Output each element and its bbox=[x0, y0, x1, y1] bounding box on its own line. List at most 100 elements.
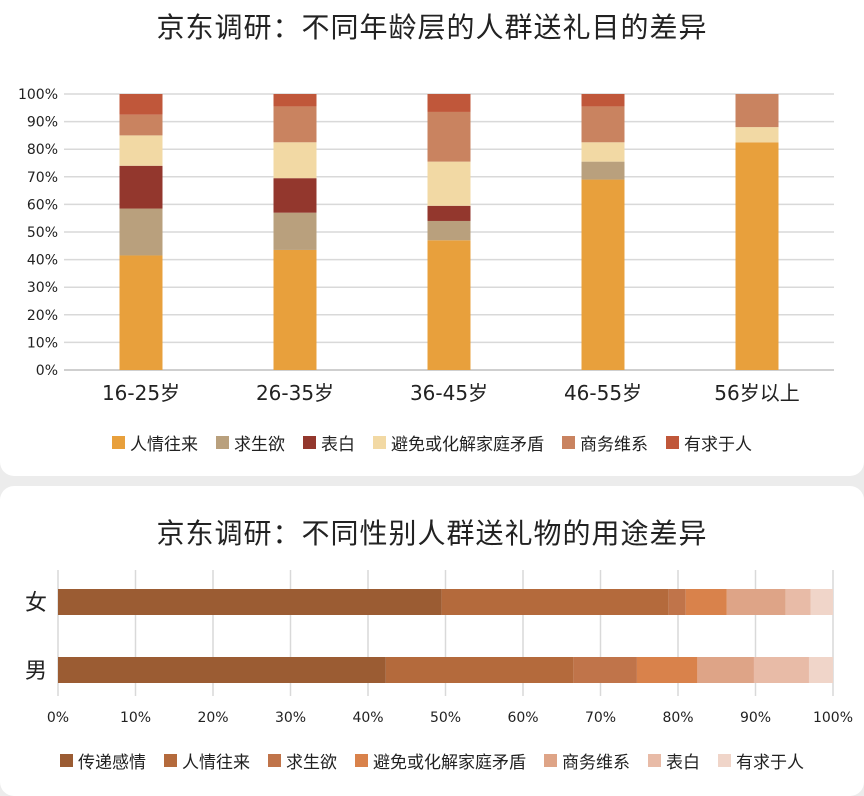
gender-legend-swatch bbox=[718, 754, 731, 767]
age-bar-segment bbox=[119, 135, 163, 166]
gender-xtick-label: 100% bbox=[813, 710, 853, 726]
age-xtick-label: 16-25岁 bbox=[102, 381, 180, 405]
age-xtick-label: 56岁以上 bbox=[714, 381, 799, 405]
gender-bar-segment bbox=[636, 657, 698, 683]
age-legend-item: 避免或化解家庭矛盾 bbox=[373, 430, 544, 455]
gender-legend-swatch bbox=[355, 754, 368, 767]
age-legend-label: 人情往来 bbox=[130, 435, 198, 455]
age-ytick-label: 10% bbox=[27, 335, 58, 351]
gender-legend-swatch bbox=[164, 754, 177, 767]
gender-bar-segment bbox=[441, 589, 669, 615]
gender-legend-item: 传递感情 bbox=[60, 748, 146, 773]
gender-legend-item: 有求于人 bbox=[718, 748, 804, 773]
gender-bar-segment bbox=[685, 589, 727, 615]
gender-legend-label: 商务维系 bbox=[562, 753, 630, 773]
gender-legend-item: 表白 bbox=[648, 748, 700, 773]
age-ytick-label: 100% bbox=[18, 87, 58, 103]
gender-legend-label: 避免或化解家庭矛盾 bbox=[373, 753, 526, 773]
gender-chart-plot: 0% 10% 20% 30% 40% 50% 60% 70% 80% 90% 100% 女男 bbox=[25, 570, 853, 726]
age-legend-label: 商务维系 bbox=[580, 435, 648, 455]
gender-ytick-label: 女 bbox=[25, 591, 47, 616]
gender-legend-label: 求生欲 bbox=[286, 753, 337, 773]
age-legend-item: 求生欲 bbox=[216, 430, 285, 455]
gender-bar-segment bbox=[810, 589, 833, 615]
age-bar-segment bbox=[273, 142, 317, 179]
gender-bar-segment bbox=[753, 657, 809, 683]
gender-bar-segment bbox=[58, 589, 442, 615]
age-legend-item: 商务维系 bbox=[562, 430, 648, 455]
age-legend-swatch bbox=[666, 436, 679, 449]
age-legend-swatch bbox=[303, 436, 316, 449]
age-legend-item: 表白 bbox=[303, 430, 355, 455]
gender-xtick-label: 90% bbox=[740, 710, 771, 726]
gender-ytick-label: 男 bbox=[25, 659, 47, 684]
gender-bar-segment bbox=[726, 589, 786, 615]
age-bar-segment bbox=[427, 240, 471, 370]
age-bar-segment bbox=[735, 142, 779, 370]
age-bar-segment bbox=[427, 161, 471, 206]
gender-bar-segment bbox=[668, 589, 686, 615]
gender-legend-swatch bbox=[268, 754, 281, 767]
gender-legend-label: 有求于人 bbox=[736, 753, 804, 773]
age-ytick-label: 90% bbox=[27, 115, 58, 131]
gender-legend-label: 表白 bbox=[666, 753, 700, 773]
gender-legend-swatch bbox=[60, 754, 73, 767]
age-ytick-label: 40% bbox=[27, 253, 58, 269]
age-legend-label: 表白 bbox=[321, 435, 355, 455]
age-legend-swatch bbox=[562, 436, 575, 449]
gender-legend-swatch bbox=[544, 754, 557, 767]
gender-xtick-label: 40% bbox=[352, 710, 383, 726]
age-ytick-label: 30% bbox=[27, 280, 58, 296]
age-bar-segment bbox=[581, 161, 625, 180]
gender-legend-label: 人情往来 bbox=[182, 753, 250, 773]
age-bar-segment bbox=[581, 179, 625, 370]
gender-legend-item: 求生欲 bbox=[268, 748, 337, 773]
age-legend-swatch bbox=[373, 436, 386, 449]
age-xtick-label: 36-45岁 bbox=[410, 381, 488, 405]
age-ytick-label: 60% bbox=[27, 197, 58, 213]
gender-chart-legend: 传递感情 人情往来 求生欲 避免或化解家庭矛盾 商务维系 表白 有求于人 bbox=[0, 748, 864, 773]
gender-bar-segment bbox=[785, 589, 811, 615]
gender-xtick-label: 60% bbox=[507, 710, 538, 726]
age-bar-segment bbox=[581, 142, 625, 162]
age-bar-segment bbox=[273, 249, 317, 370]
age-xtick-label: 26-35岁 bbox=[256, 381, 334, 405]
gender-legend-swatch bbox=[648, 754, 661, 767]
gender-xtick-label: 20% bbox=[197, 710, 228, 726]
age-bar-segment bbox=[427, 220, 471, 241]
gender-bar-segment bbox=[808, 657, 833, 683]
age-ytick-label: 70% bbox=[27, 170, 58, 186]
age-ytick-label: 20% bbox=[27, 308, 58, 324]
age-chart-legend: 人情往来 求生欲 表白 避免或化解家庭矛盾 商务维系 有求于人 bbox=[0, 430, 864, 455]
gender-bar-segment bbox=[58, 657, 386, 683]
age-chart-panel: 京东调研：不同年龄层的人群送礼目的差异 0% 10% 20% 30% 40% 50% 60%… bbox=[0, 0, 864, 476]
age-legend-label: 避免或化解家庭矛盾 bbox=[391, 435, 544, 455]
gender-xtick-label: 10% bbox=[120, 710, 151, 726]
age-bar-segment bbox=[581, 94, 625, 107]
gender-xtick-label: 30% bbox=[275, 710, 306, 726]
age-bar-segment bbox=[273, 94, 317, 107]
age-bar-segment bbox=[119, 114, 163, 136]
age-legend-label: 求生欲 bbox=[234, 435, 285, 455]
age-ytick-label: 0% bbox=[36, 363, 58, 379]
age-bar-segment bbox=[427, 205, 471, 221]
age-legend-swatch bbox=[112, 436, 125, 449]
age-bar-segment bbox=[735, 127, 779, 143]
age-ytick-label: 80% bbox=[27, 142, 58, 158]
age-xtick-label: 46-55岁 bbox=[564, 381, 642, 405]
age-bar-segment bbox=[273, 212, 317, 250]
age-chart-title: 京东调研：不同年龄层的人群送礼目的差异 bbox=[156, 11, 708, 44]
gender-legend-label: 传递感情 bbox=[78, 753, 146, 773]
age-legend-label: 有求于人 bbox=[684, 435, 752, 455]
gender-xtick-label: 80% bbox=[662, 710, 693, 726]
age-ytick-label: 50% bbox=[27, 225, 58, 241]
age-bar-segment bbox=[119, 255, 163, 370]
gender-xtick-label: 70% bbox=[585, 710, 616, 726]
age-bar-segment bbox=[427, 94, 471, 112]
age-chart-plot: 0% 10% 20% 30% 40% 50% 60% 70% 80% 90% 100% 16-25岁 2… bbox=[18, 87, 834, 405]
gender-bar-segment bbox=[573, 657, 637, 683]
age-bar-segment bbox=[427, 111, 471, 162]
age-legend-swatch bbox=[216, 436, 229, 449]
gender-xtick-label: 0% bbox=[47, 710, 69, 726]
gender-legend-item: 人情往来 bbox=[164, 748, 250, 773]
